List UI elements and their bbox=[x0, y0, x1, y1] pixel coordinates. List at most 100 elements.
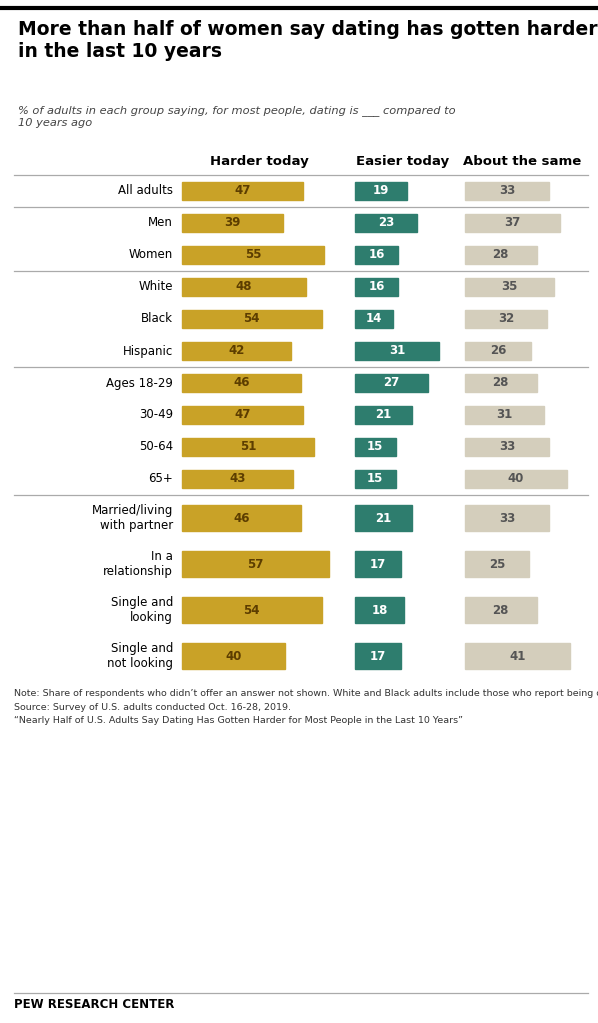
Text: More than half of women say dating has gotten harder
in the last 10 years: More than half of women say dating has g… bbox=[18, 20, 597, 61]
Text: 21: 21 bbox=[376, 512, 392, 525]
Bar bbox=[182, 214, 283, 232]
Text: Note: Share of respondents who didn’t offer an answer not shown. White and Black: Note: Share of respondents who didn’t of… bbox=[14, 690, 598, 698]
Text: 31: 31 bbox=[496, 408, 512, 421]
Bar bbox=[355, 471, 396, 488]
Text: 28: 28 bbox=[493, 604, 509, 617]
Bar bbox=[465, 310, 547, 327]
Text: Source: Survey of U.S. adults conducted Oct. 16-28, 2019.: Source: Survey of U.S. adults conducted … bbox=[14, 703, 291, 712]
Bar bbox=[465, 597, 536, 623]
Bar bbox=[355, 551, 401, 577]
Text: 30-49: 30-49 bbox=[139, 408, 173, 421]
Text: 47: 47 bbox=[234, 184, 251, 197]
Bar bbox=[355, 247, 398, 264]
Bar bbox=[182, 247, 324, 264]
Text: Single and
not looking: Single and not looking bbox=[107, 642, 173, 670]
Text: 31: 31 bbox=[389, 345, 405, 357]
Bar bbox=[182, 310, 322, 327]
Bar bbox=[465, 247, 536, 264]
Bar bbox=[355, 597, 404, 623]
Text: 42: 42 bbox=[228, 345, 245, 357]
Text: Single and
looking: Single and looking bbox=[111, 596, 173, 624]
Text: About the same: About the same bbox=[463, 155, 582, 168]
Bar bbox=[355, 505, 412, 531]
Text: 33: 33 bbox=[499, 184, 515, 197]
Text: 65+: 65+ bbox=[148, 473, 173, 486]
Text: 32: 32 bbox=[498, 312, 514, 325]
Text: 33: 33 bbox=[499, 512, 515, 525]
Text: Ages 18-29: Ages 18-29 bbox=[106, 376, 173, 390]
Bar bbox=[182, 438, 314, 456]
Text: 46: 46 bbox=[233, 376, 250, 390]
Text: Women: Women bbox=[129, 249, 173, 262]
Text: Men: Men bbox=[148, 217, 173, 229]
Text: Black: Black bbox=[141, 312, 173, 325]
Text: % of adults in each group saying, for most people, dating is ___ compared to
10 : % of adults in each group saying, for mo… bbox=[18, 105, 456, 128]
Bar bbox=[465, 343, 532, 360]
Text: PEW RESEARCH CENTER: PEW RESEARCH CENTER bbox=[14, 998, 175, 1011]
Bar bbox=[465, 471, 568, 488]
Text: 37: 37 bbox=[504, 217, 520, 229]
Text: 17: 17 bbox=[370, 558, 386, 571]
Text: 26: 26 bbox=[490, 345, 507, 357]
Bar bbox=[465, 406, 544, 424]
Text: Easier today: Easier today bbox=[356, 155, 449, 168]
Text: 15: 15 bbox=[367, 473, 383, 486]
Text: 27: 27 bbox=[383, 376, 400, 390]
Bar bbox=[182, 182, 303, 199]
Text: Married/living
with partner: Married/living with partner bbox=[91, 504, 173, 532]
Text: 46: 46 bbox=[233, 512, 250, 525]
Bar bbox=[355, 374, 428, 392]
Bar bbox=[182, 551, 329, 577]
Bar bbox=[182, 278, 306, 296]
Text: Harder today: Harder today bbox=[210, 155, 309, 168]
Bar bbox=[182, 343, 291, 360]
Text: 47: 47 bbox=[234, 408, 251, 421]
Bar bbox=[465, 214, 560, 232]
Bar bbox=[182, 471, 293, 488]
Bar bbox=[355, 406, 412, 424]
Bar bbox=[355, 438, 396, 456]
Bar bbox=[182, 643, 285, 669]
Bar bbox=[355, 343, 439, 360]
Bar bbox=[465, 505, 550, 531]
Bar bbox=[465, 643, 570, 669]
Text: 35: 35 bbox=[502, 280, 518, 294]
Bar bbox=[465, 278, 554, 296]
Text: 15: 15 bbox=[367, 441, 383, 453]
Bar bbox=[182, 406, 303, 424]
Bar bbox=[182, 505, 301, 531]
Bar bbox=[355, 214, 417, 232]
Text: 28: 28 bbox=[493, 249, 509, 262]
Text: 48: 48 bbox=[236, 280, 252, 294]
Text: 43: 43 bbox=[230, 473, 246, 486]
Bar bbox=[355, 643, 401, 669]
Text: 23: 23 bbox=[378, 217, 394, 229]
Bar bbox=[465, 551, 529, 577]
Bar bbox=[465, 182, 550, 199]
Text: All adults: All adults bbox=[118, 184, 173, 197]
Text: 17: 17 bbox=[370, 650, 386, 663]
Bar bbox=[465, 438, 550, 456]
Text: 40: 40 bbox=[225, 650, 242, 663]
Text: 19: 19 bbox=[373, 184, 389, 197]
Text: 40: 40 bbox=[508, 473, 524, 486]
Text: 57: 57 bbox=[248, 558, 264, 571]
Text: 25: 25 bbox=[489, 558, 505, 571]
Text: 14: 14 bbox=[366, 312, 382, 325]
Bar bbox=[355, 278, 398, 296]
Text: 41: 41 bbox=[509, 650, 526, 663]
Text: 28: 28 bbox=[493, 376, 509, 390]
Text: 54: 54 bbox=[243, 312, 260, 325]
Text: 18: 18 bbox=[371, 604, 388, 617]
Bar bbox=[355, 310, 393, 327]
Text: 54: 54 bbox=[243, 604, 260, 617]
Text: 16: 16 bbox=[368, 249, 385, 262]
Text: “Nearly Half of U.S. Adults Say Dating Has Gotten Harder for Most People in the : “Nearly Half of U.S. Adults Say Dating H… bbox=[14, 716, 463, 725]
Bar bbox=[465, 374, 536, 392]
Text: 50-64: 50-64 bbox=[139, 441, 173, 453]
Bar bbox=[355, 182, 407, 199]
Bar bbox=[182, 374, 301, 392]
Text: 33: 33 bbox=[499, 441, 515, 453]
Text: 51: 51 bbox=[240, 441, 256, 453]
Text: White: White bbox=[139, 280, 173, 294]
